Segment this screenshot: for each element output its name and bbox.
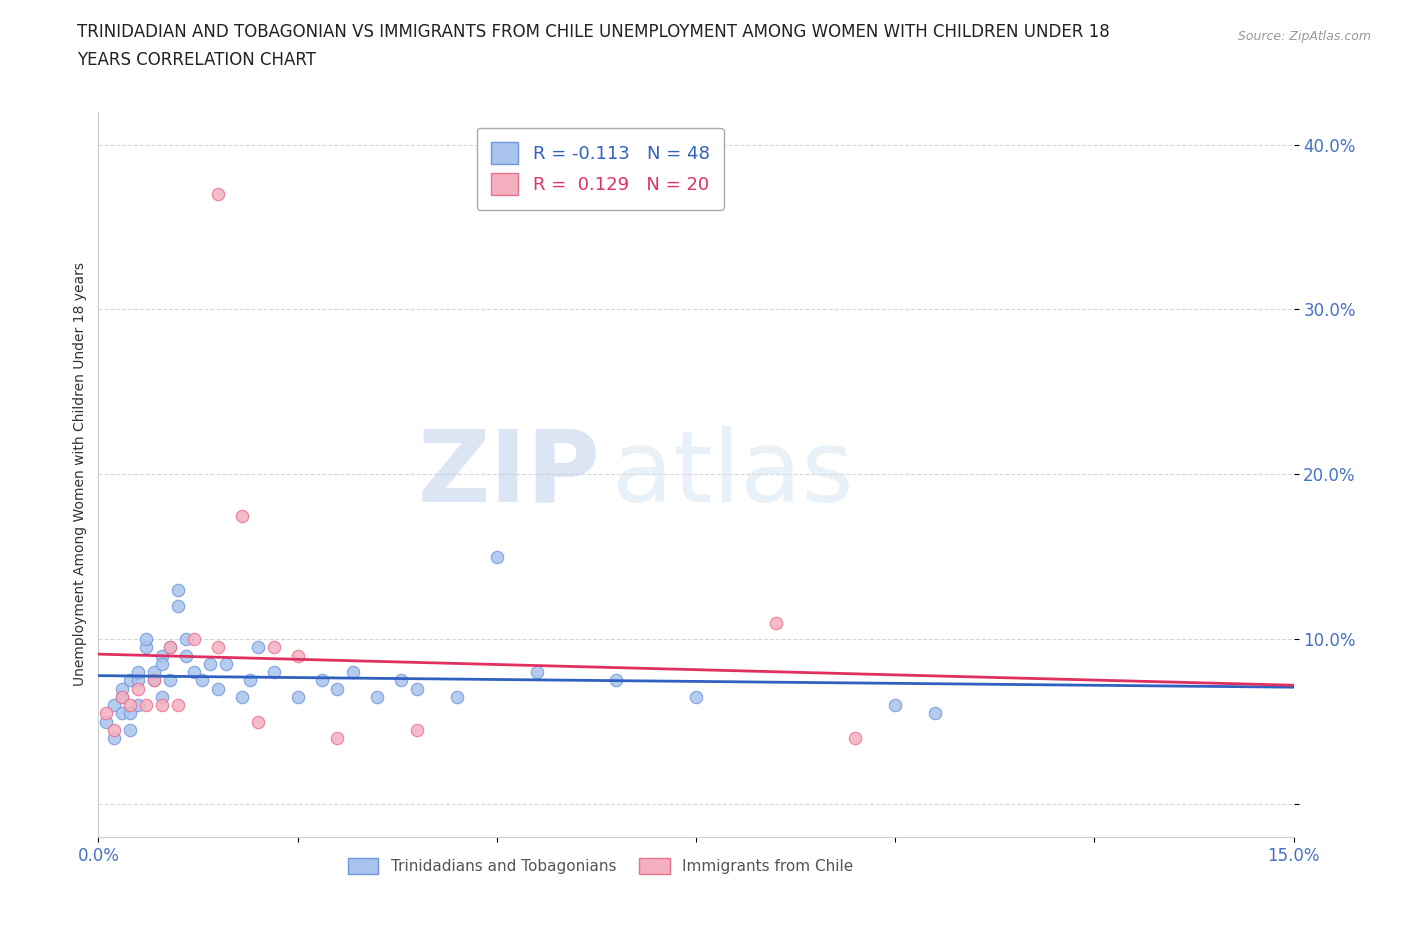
Text: YEARS CORRELATION CHART: YEARS CORRELATION CHART xyxy=(77,51,316,69)
Point xyxy=(446,689,468,704)
Point xyxy=(605,673,627,688)
Point xyxy=(150,648,173,663)
Point xyxy=(120,673,142,688)
Point xyxy=(207,681,229,696)
Point xyxy=(215,657,238,671)
Point xyxy=(127,698,149,712)
Point xyxy=(143,673,166,688)
Point xyxy=(167,698,190,712)
Point xyxy=(287,648,309,663)
Point xyxy=(96,706,118,721)
Point xyxy=(485,550,508,565)
Point xyxy=(366,689,388,704)
Point xyxy=(111,689,134,704)
Point xyxy=(311,673,333,688)
Point xyxy=(342,665,364,680)
Point xyxy=(389,673,412,688)
Point xyxy=(111,689,134,704)
Point xyxy=(765,616,787,631)
Legend: Trinidadians and Tobagonians, Immigrants from Chile: Trinidadians and Tobagonians, Immigrants… xyxy=(342,852,859,880)
Text: ZIP: ZIP xyxy=(418,426,600,523)
Point xyxy=(326,731,349,746)
Point xyxy=(326,681,349,696)
Point xyxy=(246,640,269,655)
Point xyxy=(239,673,262,688)
Point xyxy=(111,681,134,696)
Point xyxy=(231,689,253,704)
Point xyxy=(120,723,142,737)
Point xyxy=(263,665,285,680)
Point xyxy=(231,508,253,523)
Text: atlas: atlas xyxy=(613,426,853,523)
Point xyxy=(150,698,173,712)
Point xyxy=(685,689,707,704)
Point xyxy=(143,665,166,680)
Point xyxy=(159,673,181,688)
Point xyxy=(127,673,149,688)
Point xyxy=(406,681,429,696)
Text: Source: ZipAtlas.com: Source: ZipAtlas.com xyxy=(1237,30,1371,43)
Point xyxy=(246,714,269,729)
Y-axis label: Unemployment Among Women with Children Under 18 years: Unemployment Among Women with Children U… xyxy=(73,262,87,686)
Point xyxy=(207,187,229,202)
Point xyxy=(103,723,125,737)
Point xyxy=(287,689,309,704)
Point xyxy=(135,631,157,646)
Point xyxy=(96,714,118,729)
Point xyxy=(406,723,429,737)
Point xyxy=(135,640,157,655)
Point xyxy=(120,706,142,721)
Point xyxy=(183,665,205,680)
Point xyxy=(526,665,548,680)
Point xyxy=(207,640,229,655)
Point xyxy=(924,706,946,721)
Point xyxy=(111,706,134,721)
Point xyxy=(844,731,866,746)
Point xyxy=(150,689,173,704)
Point xyxy=(159,640,181,655)
Point xyxy=(150,657,173,671)
Text: TRINIDADIAN AND TOBAGONIAN VS IMMIGRANTS FROM CHILE UNEMPLOYMENT AMONG WOMEN WIT: TRINIDADIAN AND TOBAGONIAN VS IMMIGRANTS… xyxy=(77,23,1111,41)
Point xyxy=(127,665,149,680)
Point xyxy=(103,698,125,712)
Point xyxy=(884,698,907,712)
Point xyxy=(167,599,190,614)
Point xyxy=(167,582,190,597)
Point xyxy=(263,640,285,655)
Point xyxy=(135,698,157,712)
Point xyxy=(127,681,149,696)
Point xyxy=(191,673,214,688)
Point xyxy=(174,631,197,646)
Point xyxy=(198,657,221,671)
Point xyxy=(183,631,205,646)
Point xyxy=(143,673,166,688)
Point xyxy=(103,731,125,746)
Point xyxy=(120,698,142,712)
Point xyxy=(159,640,181,655)
Point xyxy=(174,648,197,663)
